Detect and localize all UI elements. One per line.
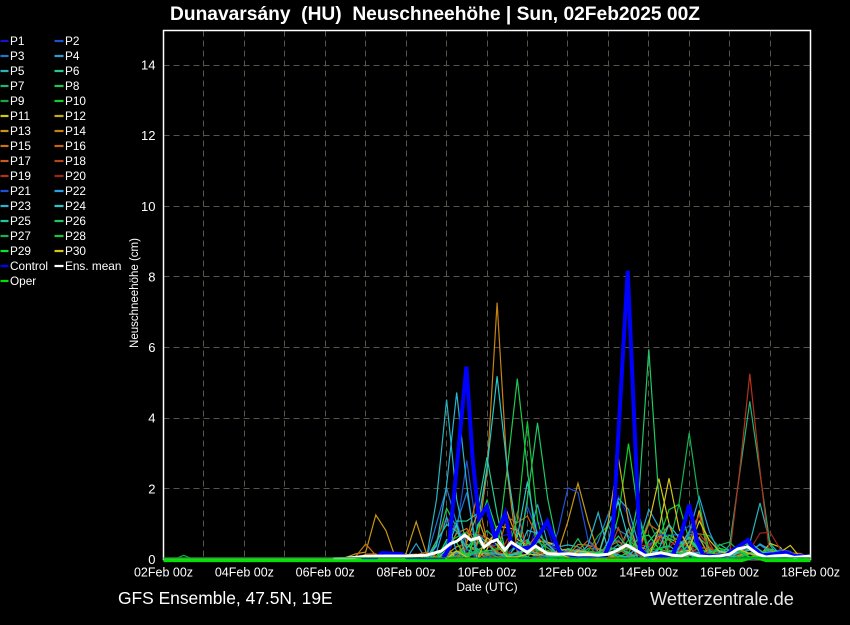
svg-text:02Feb 00z: 02Feb 00z: [134, 566, 193, 580]
svg-text:18Feb 00z: 18Feb 00z: [781, 566, 840, 580]
svg-text:6: 6: [148, 340, 155, 355]
svg-text:P7: P7: [10, 79, 24, 93]
svg-text:Ens. mean: Ens. mean: [65, 259, 121, 273]
svg-text:8: 8: [148, 269, 155, 284]
svg-text:P11: P11: [10, 109, 30, 123]
svg-text:P29: P29: [10, 244, 31, 258]
svg-text:P28: P28: [65, 229, 86, 243]
svg-text:Neuschneehöhe (cm): Neuschneehöhe (cm): [129, 238, 141, 348]
svg-text:08Feb 00z: 08Feb 00z: [377, 566, 436, 580]
svg-text:0: 0: [148, 552, 155, 567]
svg-text:P4: P4: [65, 49, 80, 63]
svg-text:P30: P30: [65, 244, 86, 258]
svg-text:P19: P19: [10, 169, 31, 183]
svg-text:P12: P12: [65, 109, 86, 123]
svg-text:Dunavarsány (HU) Neuschneehö: Dunavarsány (HU) Neuschneehöhe | Sun, 02…: [170, 4, 700, 25]
svg-text:P23: P23: [10, 199, 31, 213]
svg-text:Oper: Oper: [10, 274, 36, 288]
svg-text:P2: P2: [65, 34, 79, 48]
svg-text:P18: P18: [65, 154, 86, 168]
svg-text:P15: P15: [10, 139, 31, 153]
svg-text:P14: P14: [65, 124, 86, 138]
svg-text:P5: P5: [10, 64, 25, 78]
svg-text:06Feb 00z: 06Feb 00z: [296, 566, 355, 580]
svg-text:P26: P26: [65, 214, 86, 228]
svg-text:Date (UTC): Date (UTC): [456, 580, 517, 594]
svg-text:14Feb 00z: 14Feb 00z: [619, 566, 678, 580]
svg-text:14: 14: [141, 58, 155, 73]
svg-text:10Feb 00z: 10Feb 00z: [457, 566, 516, 580]
svg-text:P25: P25: [10, 214, 31, 228]
svg-text:P9: P9: [10, 94, 24, 108]
svg-text:10: 10: [141, 199, 155, 214]
svg-text:P13: P13: [10, 124, 31, 138]
svg-text:P3: P3: [10, 49, 25, 63]
svg-text:P6: P6: [65, 64, 80, 78]
svg-text:P17: P17: [10, 154, 31, 168]
svg-text:2: 2: [148, 481, 155, 496]
svg-text:12Feb 00z: 12Feb 00z: [538, 566, 597, 580]
svg-text:12: 12: [141, 128, 155, 143]
svg-text:P10: P10: [65, 94, 86, 108]
svg-text:P24: P24: [65, 199, 86, 213]
svg-text:P1: P1: [10, 34, 24, 48]
svg-text:4: 4: [148, 411, 155, 426]
svg-text:P20: P20: [65, 169, 86, 183]
svg-text:Control: Control: [10, 259, 48, 273]
svg-text:16Feb 00z: 16Feb 00z: [700, 566, 759, 580]
svg-text:P27: P27: [10, 229, 31, 243]
svg-text:P21: P21: [10, 184, 31, 198]
svg-text:Wetterzentrale.de: Wetterzentrale.de: [650, 588, 794, 609]
svg-text:GFS Ensemble, 47.5N, 19E: GFS Ensemble, 47.5N, 19E: [118, 588, 333, 608]
svg-text:04Feb 00z: 04Feb 00z: [215, 566, 274, 580]
svg-text:P8: P8: [65, 79, 80, 93]
svg-text:P22: P22: [65, 184, 86, 198]
svg-text:P16: P16: [65, 139, 86, 153]
